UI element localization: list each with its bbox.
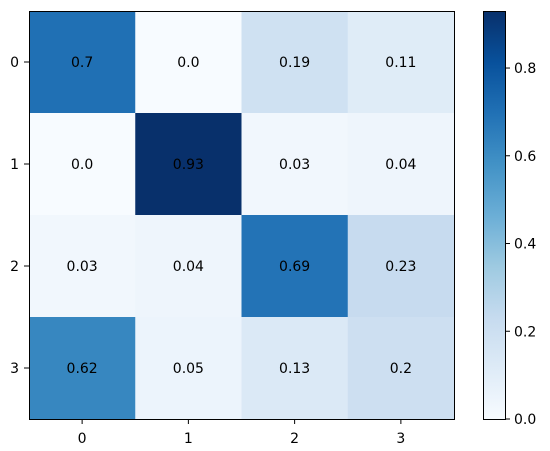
colorbar — [483, 11, 506, 420]
y-tick-label: 1 — [10, 157, 19, 173]
heatmap-cell-0-3 — [347, 11, 455, 114]
heatmap-cell-3-2 — [241, 317, 349, 420]
cell-value-label: 0.13 — [279, 361, 310, 377]
heatmap-cell-0-0 — [29, 11, 136, 114]
heatmap-cell-2-1 — [135, 215, 242, 318]
heatmap-cell-3-0 — [29, 317, 136, 420]
y-tick-label: 2 — [10, 259, 19, 275]
heatmap-cell-labels: 0.7 0.0 0.19 0.11 0.0 0.93 0.03 0.04 0.03 0.04 0.6… — [67, 55, 417, 377]
colorbar-ticks: 0.0 0.2 0.4 0.6 0.8 — [505, 61, 536, 428]
colorbar-tick-label: 0.8 — [514, 61, 536, 77]
y-axis-ticks: 0 1 2 3 — [10, 55, 29, 377]
x-tick-label: 0 — [78, 431, 87, 447]
cell-value-label: 0.19 — [279, 55, 310, 71]
plot-frame — [29, 11, 455, 420]
x-axis-ticks: 0 1 2 3 — [78, 419, 405, 447]
cell-value-label: 0.69 — [279, 259, 310, 275]
heatmap-cell-3-1 — [135, 317, 242, 420]
colorbar-tick-label: 0.4 — [514, 237, 536, 253]
cell-value-label: 0.03 — [279, 157, 310, 173]
heatmap-cell-1-1 — [135, 113, 242, 216]
heatmap-cell-2-2 — [241, 215, 349, 318]
heatmap-cell-0-1 — [135, 11, 242, 114]
colorbar-tick-label: 0.0 — [514, 412, 536, 428]
heatmap-cell-2-3 — [347, 215, 455, 318]
heatmap-cell-2-0 — [29, 215, 136, 318]
cell-value-label: 0.03 — [67, 259, 98, 275]
cell-value-label: 0.04 — [173, 259, 204, 275]
cell-value-label: 0.7 — [71, 55, 93, 71]
x-tick-label: 1 — [184, 431, 193, 447]
cell-value-label: 0.0 — [71, 157, 93, 173]
cell-value-label: 0.11 — [385, 55, 416, 71]
y-tick-label: 3 — [10, 361, 19, 377]
colorbar-tick-label: 0.2 — [514, 324, 536, 340]
cell-value-label: 0.05 — [173, 361, 204, 377]
heatmap-cell-3-3 — [347, 317, 455, 420]
x-tick-label: 3 — [396, 431, 405, 447]
cell-value-label: 0.04 — [385, 157, 416, 173]
cell-value-label: 0.93 — [173, 157, 204, 173]
heatmap-cell-1-0 — [29, 113, 136, 216]
heatmap-cell-0-2 — [241, 11, 349, 114]
colorbar-tick-label: 0.6 — [514, 149, 536, 165]
heatmap-cells — [29, 11, 455, 420]
heatmap-cell-1-2 — [241, 113, 349, 216]
cell-value-label: 0.62 — [67, 361, 98, 377]
x-tick-label: 2 — [290, 431, 299, 447]
heatmap-cell-1-3 — [347, 113, 455, 216]
cell-value-label: 0.2 — [390, 361, 412, 377]
cell-value-label: 0.23 — [385, 259, 416, 275]
y-tick-label: 0 — [10, 55, 19, 71]
cell-value-label: 0.0 — [177, 55, 199, 71]
